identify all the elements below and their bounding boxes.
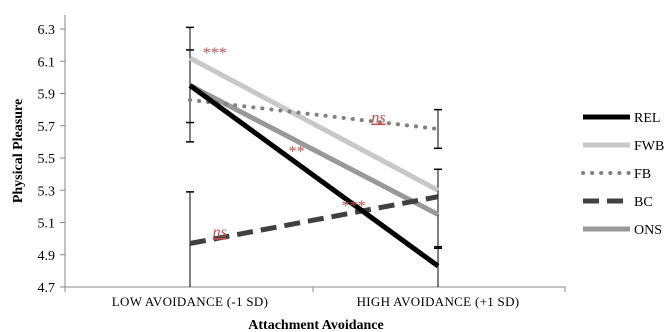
- legend-label-rel: REL: [634, 111, 660, 126]
- significance-annotations: ***ns*****ns: [203, 45, 386, 241]
- y-tick-label: 5.5: [38, 152, 56, 167]
- significance-annotation: ***: [342, 198, 366, 215]
- x-axis-title: Attachment Avoidance: [248, 318, 383, 332]
- y-tick-label: 5.3: [38, 184, 56, 199]
- legend-label-fwb: FWB: [634, 139, 664, 154]
- series-lines: [188, 55, 440, 269]
- y-tick-label: 5.9: [38, 88, 56, 103]
- significance-annotation: **: [289, 143, 305, 160]
- series-line-fb: [188, 97, 440, 131]
- x-tick-label: HIGH AVOIDANCE (+1 SD): [357, 294, 520, 309]
- series-line-fwb: [188, 55, 440, 193]
- significance-annotation: ***: [203, 45, 227, 62]
- y-axis-title: Physical Pleasure: [11, 99, 26, 203]
- y-tick-label: 4.7: [38, 281, 56, 296]
- y-tick-label: 4.9: [38, 249, 56, 264]
- y-tick-label: 6.3: [38, 23, 56, 38]
- y-tick-label: 5.1: [38, 217, 56, 232]
- legend-label-ons: ONS: [634, 223, 662, 238]
- series-line-bc: [189, 194, 439, 246]
- y-tick-label: 5.7: [38, 120, 56, 135]
- y-tick-label: 6.1: [38, 55, 56, 70]
- legend-label-bc: BC: [634, 195, 653, 210]
- x-tick-label: LOW AVOIDANCE (-1 SD): [112, 294, 268, 309]
- axes: [64, 15, 565, 288]
- significance-annotation: ns: [213, 224, 227, 241]
- legend-label-fb: FB: [634, 167, 651, 182]
- significance-annotation: ns: [371, 110, 385, 127]
- y-axis-ticks: 6.3 6.1 5.9 5.7 5.5 5.3 5.1 4.9 4.7: [38, 23, 65, 296]
- series-line-ons: [188, 83, 440, 217]
- legend: REL FWB FB BC ONS: [581, 111, 664, 238]
- error-bars: [186, 26, 442, 287]
- x-axis-categories: LOW AVOIDANCE (-1 SD) HIGH AVOIDANCE (+1 …: [64, 287, 566, 309]
- series-line-rel: [188, 83, 440, 269]
